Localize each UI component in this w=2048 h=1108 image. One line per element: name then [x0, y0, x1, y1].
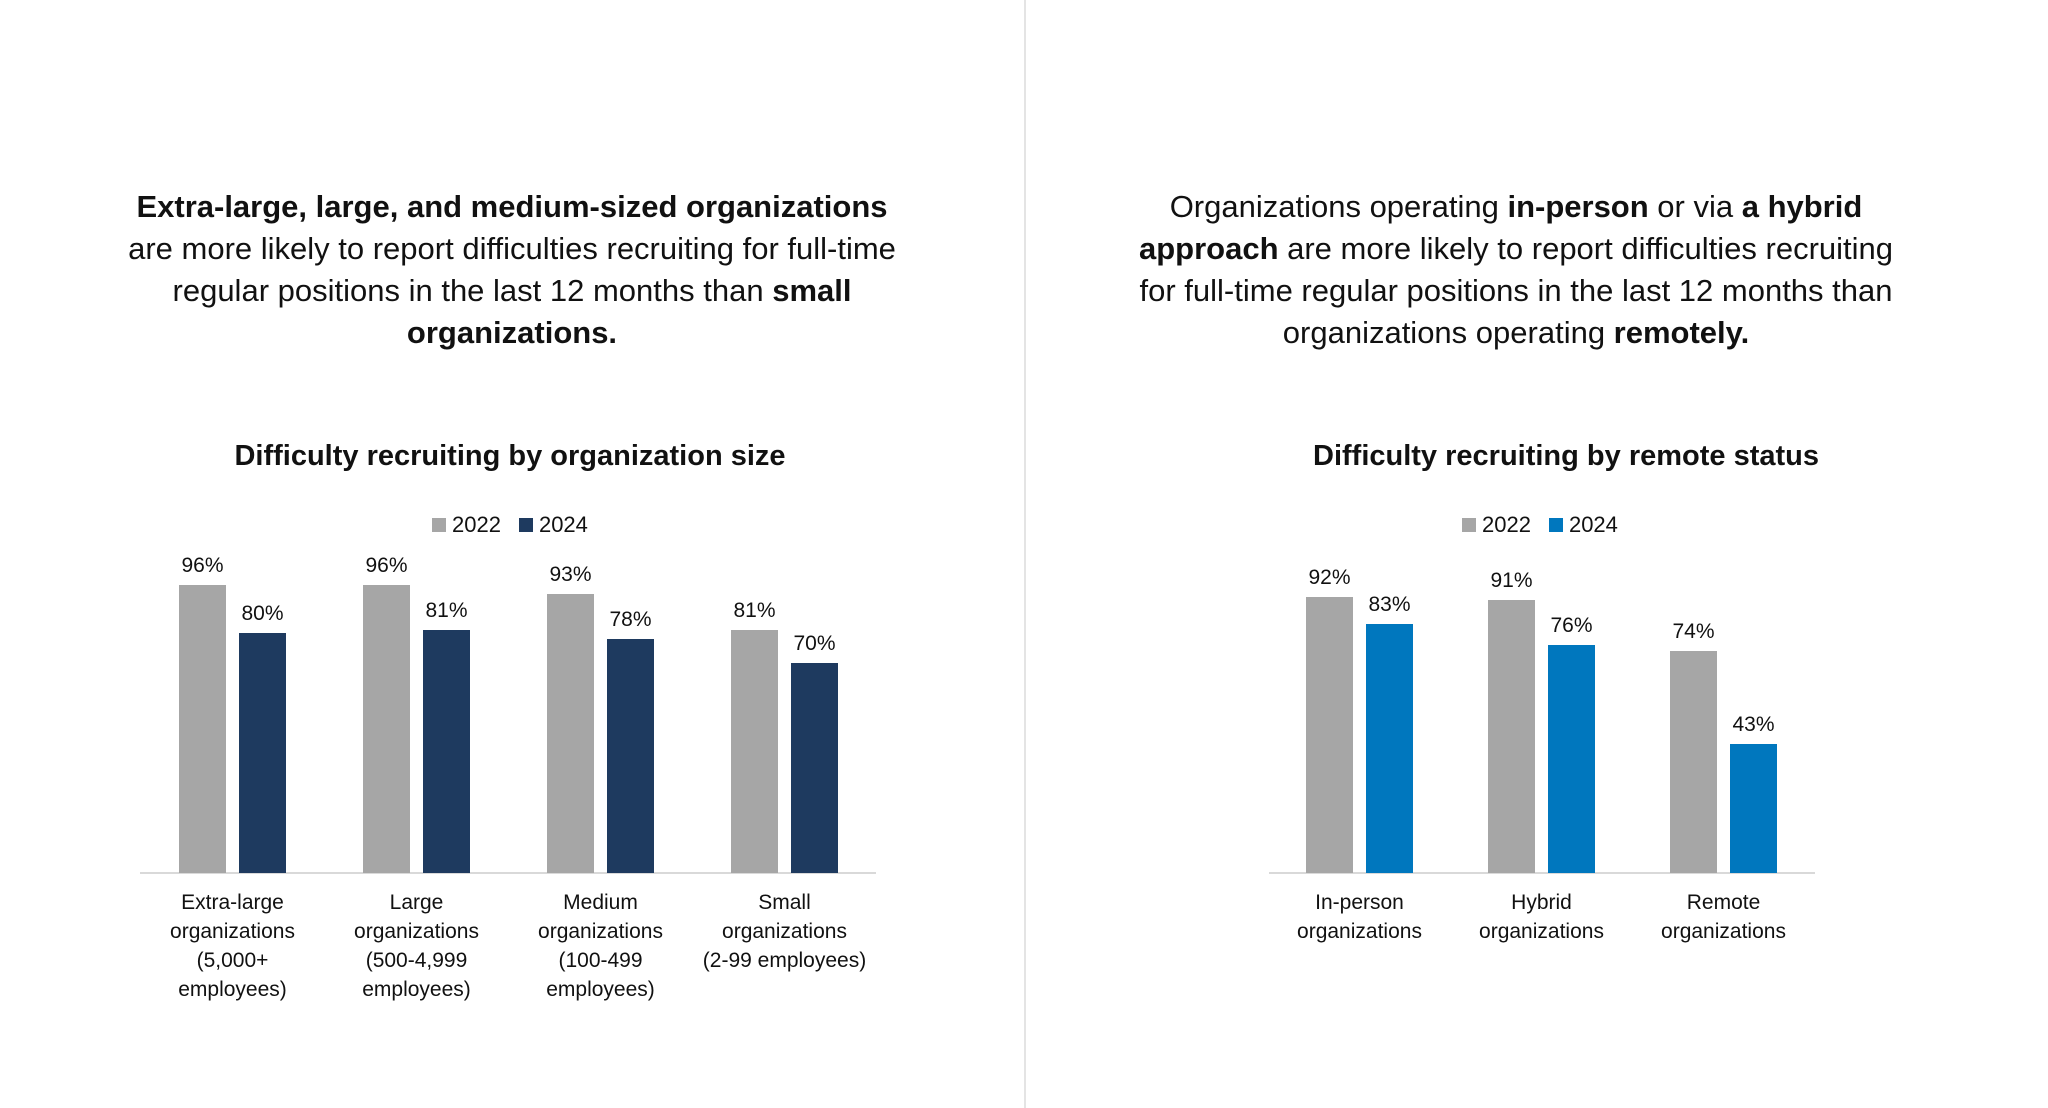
left-data-label-2022-0: 96% — [181, 554, 223, 577]
left-category-label-3: Small organizations (2-99 employees) — [703, 891, 866, 972]
right-legend-item-2024: 2024 — [1548, 512, 1618, 538]
right-headline: Organizations operating in-person or via… — [1126, 186, 1906, 354]
right-category-label-2: Remote organizations — [1661, 891, 1786, 943]
left-headline-bold-2: small organizations. — [406, 273, 852, 350]
left-data-label-2022-1: 96% — [365, 554, 407, 577]
right-bar-2022-1 — [1488, 600, 1535, 873]
left-legend-swatch-2022 — [432, 518, 446, 532]
right-legend-label-2024: 2024 — [1568, 512, 1618, 537]
left-category-label-2: Medium organizations (100-499 employees) — [538, 891, 663, 1001]
panel-divider — [1024, 0, 1026, 1108]
left-data-label-2022-3: 81% — [733, 599, 775, 622]
right-headline-bold-2: a hybrid approach — [1138, 189, 1863, 266]
left-data-label-2024-1: 81% — [425, 599, 467, 622]
left-data-label-2022-2: 93% — [549, 563, 591, 586]
right-data-label-2022-1: 91% — [1490, 569, 1532, 592]
right-legend-swatch-2022 — [1462, 518, 1476, 532]
right-bar-2024-0 — [1366, 624, 1413, 873]
left-headline-bold-1: Extra-large, large, and medium-sized org… — [136, 189, 888, 224]
right-panel: Organizations operating in-person or via… — [1026, 0, 2048, 1108]
right-category-label-0: In-person organizations — [1297, 891, 1422, 943]
right-headline-text-1: Organizations operating — [1169, 189, 1508, 224]
left-bar-2022-1 — [363, 585, 410, 873]
right-data-label-2024-2: 43% — [1732, 713, 1774, 736]
left-headline: Extra-large, large, and medium-sized org… — [120, 186, 904, 354]
left-legend-label-2022: 2022 — [452, 512, 501, 537]
left-bar-2022-3 — [731, 630, 778, 873]
right-legend: 2022 2024 — [1462, 512, 1618, 538]
right-data-label-2022-2: 74% — [1672, 620, 1714, 643]
left-bar-2024-0 — [239, 633, 286, 873]
left-category-label-1: Large organizations (500-4,999 employees) — [354, 891, 479, 1001]
left-chart-title: Difficulty recruiting by organization si… — [234, 440, 786, 472]
right-headline-bold-3: remotely. — [1613, 315, 1750, 350]
left-bar-2024-1 — [423, 630, 470, 873]
right-bar-2022-0 — [1306, 597, 1353, 873]
left-bar-2024-2 — [607, 639, 654, 873]
right-chart-title: Difficulty recruiting by remote status — [1313, 440, 1819, 472]
right-legend-swatch-2024 — [1548, 518, 1563, 532]
right-bar-2024-1 — [1548, 645, 1595, 873]
left-category-label-0: Extra-large organizations (5,000+ employees… — [170, 891, 295, 1001]
left-bar-2024-3 — [791, 663, 838, 873]
left-data-label-2024-3: 70% — [793, 632, 835, 655]
left-data-label-2024-2: 78% — [609, 608, 651, 631]
right-bar-chart: 92% 83% In-person organizations 91% 76% Hybrid… — [1269, 566, 1815, 943]
left-legend: 2022 2024 — [432, 512, 588, 538]
left-bar-chart: 96% 80% Extra-large organizations (5,000+ emp… — [140, 554, 876, 1001]
right-category-label-1: Hybrid organizations — [1479, 891, 1604, 943]
right-headline-text-3: are more likely to report difficulties r… — [1139, 231, 1894, 350]
right-data-label-2022-0: 92% — [1308, 566, 1350, 589]
left-legend-item-2024: 2024 — [518, 512, 588, 538]
right-legend-item-2022: 2022 — [1462, 512, 1531, 538]
left-legend-swatch-2024 — [518, 518, 533, 532]
right-legend-label-2022: 2022 — [1482, 512, 1531, 537]
right-bar-2024-2 — [1730, 744, 1777, 873]
right-headline-bold-1: in-person — [1507, 189, 1649, 224]
left-bar-2022-2 — [547, 594, 594, 873]
right-headline-text-2: or via — [1648, 189, 1742, 224]
right-data-label-2024-1: 76% — [1550, 614, 1592, 637]
left-bar-2022-0 — [179, 585, 226, 873]
left-panel: Extra-large, large, and medium-sized org… — [120, 186, 904, 1001]
right-data-label-2024-0: 83% — [1368, 593, 1410, 616]
left-legend-item-2022: 2022 — [432, 512, 501, 538]
left-data-label-2024-0: 80% — [241, 602, 283, 625]
right-bar-2022-2 — [1670, 651, 1717, 873]
left-headline-text-1: are more likely to report difficulties r… — [128, 231, 896, 308]
left-legend-label-2024: 2024 — [538, 512, 588, 537]
